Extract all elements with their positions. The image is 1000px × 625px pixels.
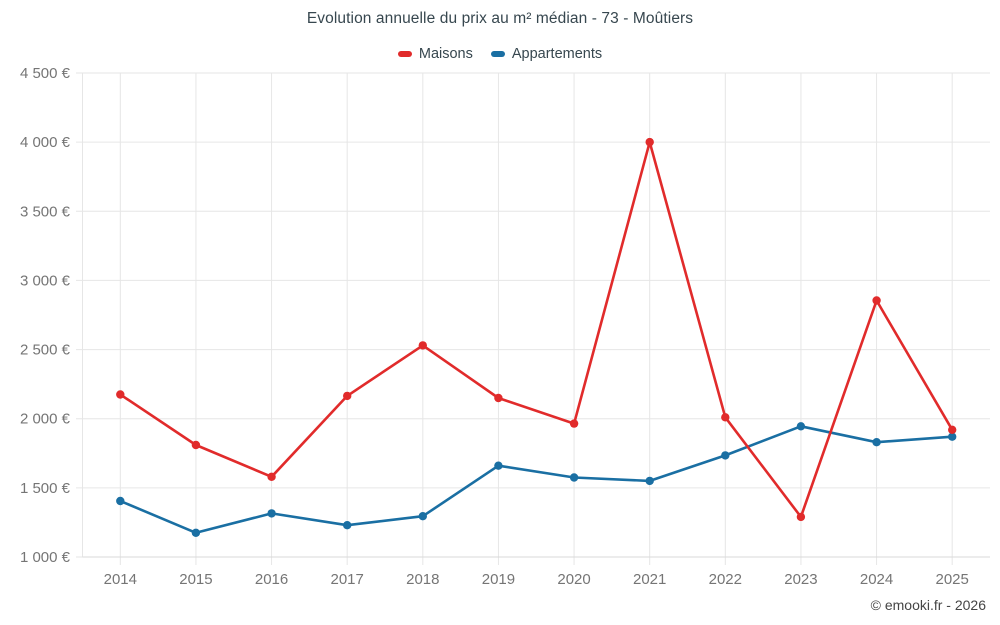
series-marker-appartements [645,476,654,486]
series-marker-maisons [116,390,125,399]
x-axis-tick-label: 2021 [633,571,666,588]
x-axis-tick-label: 2020 [557,571,590,588]
series-marker-maisons [948,425,957,434]
legend-swatch-icon [490,51,505,57]
x-axis-tick-label: 2025 [936,571,969,588]
series-marker-maisons [872,296,881,305]
y-axis-tick-label: 4 500 € [20,65,71,82]
x-axis-tick-label: 2022 [709,571,742,588]
y-axis-tick-label: 3 000 € [20,272,71,289]
x-axis-tick-label: 2017 [331,571,364,588]
x-axis-tick-label: 2014 [104,571,137,588]
legend-item-appartements[interactable]: Appartements [490,46,603,62]
series-marker-appartements [721,451,730,460]
x-axis-tick-label: 2015 [179,571,212,588]
series-marker-maisons [796,512,806,522]
legend-swatch-icon [397,51,412,57]
x-axis-tick-label: 2024 [860,571,893,588]
y-axis-tick-label: 1 500 € [20,480,71,497]
y-axis-tick-label: 3 500 € [20,203,71,220]
series-marker-maisons [191,440,201,450]
legend-item-maisons[interactable]: Maisons [397,46,473,62]
x-axis-tick-label: 2019 [482,571,515,588]
series-line-appartements [119,424,954,535]
series-marker-appartements [116,496,125,506]
legend-label: Appartements [511,46,603,62]
x-axis-tick-label: 2023 [784,571,817,588]
series-marker-maisons [267,472,276,481]
series-marker-maisons [343,391,352,401]
series-line-maisons [119,140,954,519]
x-axis-tick-label: 2016 [255,571,288,588]
series-marker-maisons [645,137,654,147]
chart-title: Evolution annuelle du prix au m² médian … [306,10,694,27]
x-axis-tick-label: 2018 [406,571,439,588]
series-marker-appartements [872,438,881,447]
series-marker-appartements [418,512,427,521]
series-marker-maisons [569,419,579,428]
y-axis-tick-label: 1 000 € [20,549,71,566]
series-marker-appartements [343,521,352,530]
series-marker-appartements [191,528,201,537]
series-marker-maisons [494,393,503,403]
series-marker-appartements [569,473,579,482]
series-marker-maisons [721,413,730,422]
series-marker-appartements [948,432,957,441]
y-axis-tick-label: 2 000 € [20,411,71,428]
chart-legend: Maisons Appartements [0,46,1000,62]
series-marker-appartements [494,461,503,470]
y-axis-tick-label: 2 500 € [20,342,71,359]
chart-footer-credit: © emooki.fr - 2026 [870,597,986,613]
series-marker-appartements [796,422,806,431]
series-marker-appartements [267,509,276,518]
legend-label: Maisons [418,46,473,62]
series-marker-maisons [418,341,427,350]
y-axis-tick-label: 4 000 € [20,134,71,151]
